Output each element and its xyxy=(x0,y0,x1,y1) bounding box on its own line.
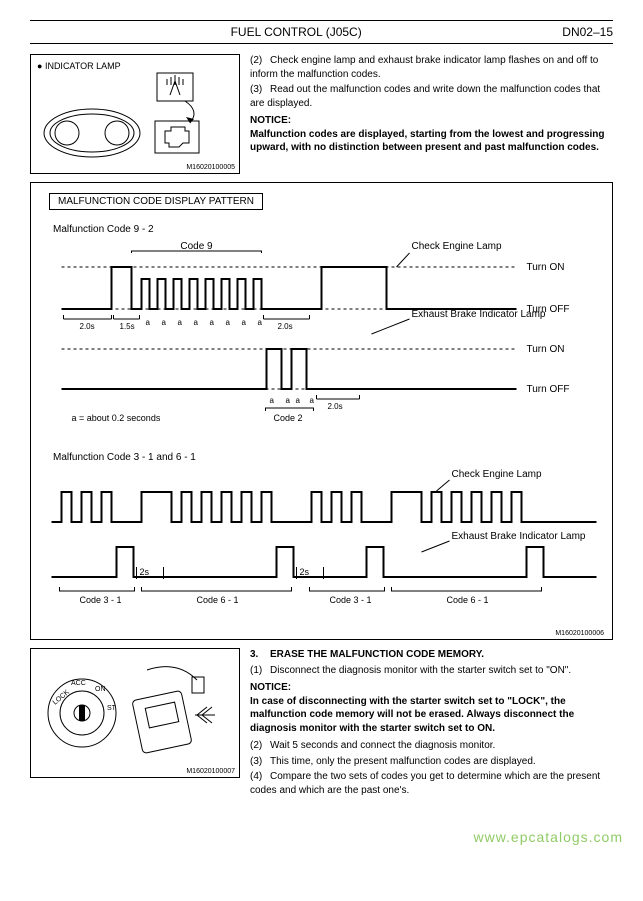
step-3-num: (3) xyxy=(250,83,270,97)
figure-ignition: LOCK ACC ON ST M16020100007 xyxy=(30,648,240,778)
s3-3n: (3) xyxy=(250,755,270,769)
s3-4n: (4) xyxy=(250,770,270,784)
indicator-svg xyxy=(37,71,232,166)
pattern-box: MALFUNCTION CODE DISPLAY PATTERN Malfunc… xyxy=(30,182,613,640)
svg-text:ACC: ACC xyxy=(71,680,86,687)
svg-text:Code 3 - 1: Code 3 - 1 xyxy=(80,595,122,605)
svg-text:a: a xyxy=(162,318,167,327)
figure-id-2: M16020100006 xyxy=(39,630,604,637)
svg-text:Turn ON: Turn ON xyxy=(527,344,565,355)
pattern-title: MALFUNCTION CODE DISPLAY PATTERN xyxy=(49,193,263,210)
sect3-text: 3.ERASE THE MALFUNCTION CODE MEMORY. (1)… xyxy=(250,648,613,799)
svg-text:a: a xyxy=(286,396,291,405)
svg-text:a: a xyxy=(194,318,199,327)
svg-text:Code 6 - 1: Code 6 - 1 xyxy=(197,595,239,605)
s3-2t: Wait 5 seconds and connect the diagnosis… xyxy=(270,740,495,751)
indicator-lamp-label: ● INDICATOR LAMP xyxy=(37,61,233,71)
svg-text:a: a xyxy=(258,318,263,327)
pattern-ex2: Malfunction Code 3 - 1 and 6 - 1 xyxy=(53,452,604,463)
timing-diagram-2: Check Engine Lamp Exhaust Brake Indicato… xyxy=(39,467,604,627)
svg-text:a: a xyxy=(146,318,151,327)
svg-text:Exhaust Brake Indicator Lamp: Exhaust Brake Indicator Lamp xyxy=(452,531,586,542)
svg-text:a: a xyxy=(270,396,275,405)
svg-text:Code 2: Code 2 xyxy=(274,413,303,423)
svg-text:Code 3 - 1: Code 3 - 1 xyxy=(330,595,372,605)
s3-2n: (2) xyxy=(250,739,270,753)
svg-text:2.0s: 2.0s xyxy=(80,322,95,331)
svg-text:ON: ON xyxy=(95,686,106,693)
notice2-body: In case of disconnecting with the starte… xyxy=(250,695,613,736)
svg-text:1.5s: 1.5s xyxy=(120,322,135,331)
watermark: www.epcatalogs.com xyxy=(0,819,643,845)
timing-diagram-1: Code 9 Check Engine Lamp Turn ON Turn OF… xyxy=(39,239,604,439)
svg-text:ST: ST xyxy=(107,705,117,712)
svg-text:Check Engine Lamp: Check Engine Lamp xyxy=(452,469,542,480)
sect3-heading-num: 3. xyxy=(250,648,270,662)
svg-text:a = about 0.2 seconds: a = about 0.2 seconds xyxy=(72,413,161,423)
svg-text:2s: 2s xyxy=(140,567,150,577)
notice2-title: NOTICE: xyxy=(250,681,613,695)
svg-text:a: a xyxy=(226,318,231,327)
svg-text:a: a xyxy=(296,396,301,405)
svg-text:a: a xyxy=(178,318,183,327)
svg-text:Check Engine Lamp: Check Engine Lamp xyxy=(412,241,502,252)
svg-text:Code 9: Code 9 xyxy=(180,241,213,252)
figure-id-3: M16020100007 xyxy=(186,768,235,775)
svg-text:Code 6 - 1: Code 6 - 1 xyxy=(447,595,489,605)
notice-title: NOTICE: xyxy=(250,114,613,128)
svg-text:2s: 2s xyxy=(300,567,310,577)
s3-4t: Compare the two sets of codes you get to… xyxy=(250,771,600,796)
step-2-num: (2) xyxy=(250,54,270,68)
svg-text:2.0s: 2.0s xyxy=(328,402,343,411)
step-2-text: Check engine lamp and exhaust brake indi… xyxy=(250,55,598,80)
svg-text:Turn ON: Turn ON xyxy=(527,262,565,273)
svg-text:Turn OFF: Turn OFF xyxy=(527,384,570,395)
header-page: DN02–15 xyxy=(562,25,613,39)
figure-indicator-lamp: ● INDICATOR LAMP xyxy=(30,54,240,174)
section-erase: LOCK ACC ON ST M16020100007 3.ERASE THE … xyxy=(30,648,613,799)
ignition-svg: LOCK ACC ON ST xyxy=(37,655,232,765)
pattern-ex1: Malfunction Code 9 - 2 xyxy=(53,224,604,235)
section-indicator: ● INDICATOR LAMP xyxy=(30,54,613,174)
svg-text:a: a xyxy=(210,318,215,327)
s3-3t: This time, only the present malfunction … xyxy=(270,756,536,767)
svg-text:a: a xyxy=(310,396,315,405)
figure-id: M16020100005 xyxy=(186,164,235,171)
s3-1t: Disconnect the diagnosis monitor with th… xyxy=(270,665,571,676)
top-text: (2)Check engine lamp and exhaust brake i… xyxy=(250,54,613,174)
header-title: FUEL CONTROL (J05C) xyxy=(30,25,562,39)
notice-body: Malfunction codes are displayed, startin… xyxy=(250,128,613,155)
step-3-text: Read out the malfunction codes and write… xyxy=(250,84,600,109)
s3-1n: (1) xyxy=(250,664,270,678)
page-header: FUEL CONTROL (J05C) DN02–15 xyxy=(30,20,613,44)
svg-text:2.0s: 2.0s xyxy=(278,322,293,331)
svg-text:Exhaust Brake Indicator Lamp: Exhaust Brake Indicator Lamp xyxy=(412,309,546,320)
page: FUEL CONTROL (J05C) DN02–15 ● INDICATOR … xyxy=(0,0,643,819)
svg-text:a: a xyxy=(242,318,247,327)
sect3-heading: ERASE THE MALFUNCTION CODE MEMORY. xyxy=(270,649,484,660)
